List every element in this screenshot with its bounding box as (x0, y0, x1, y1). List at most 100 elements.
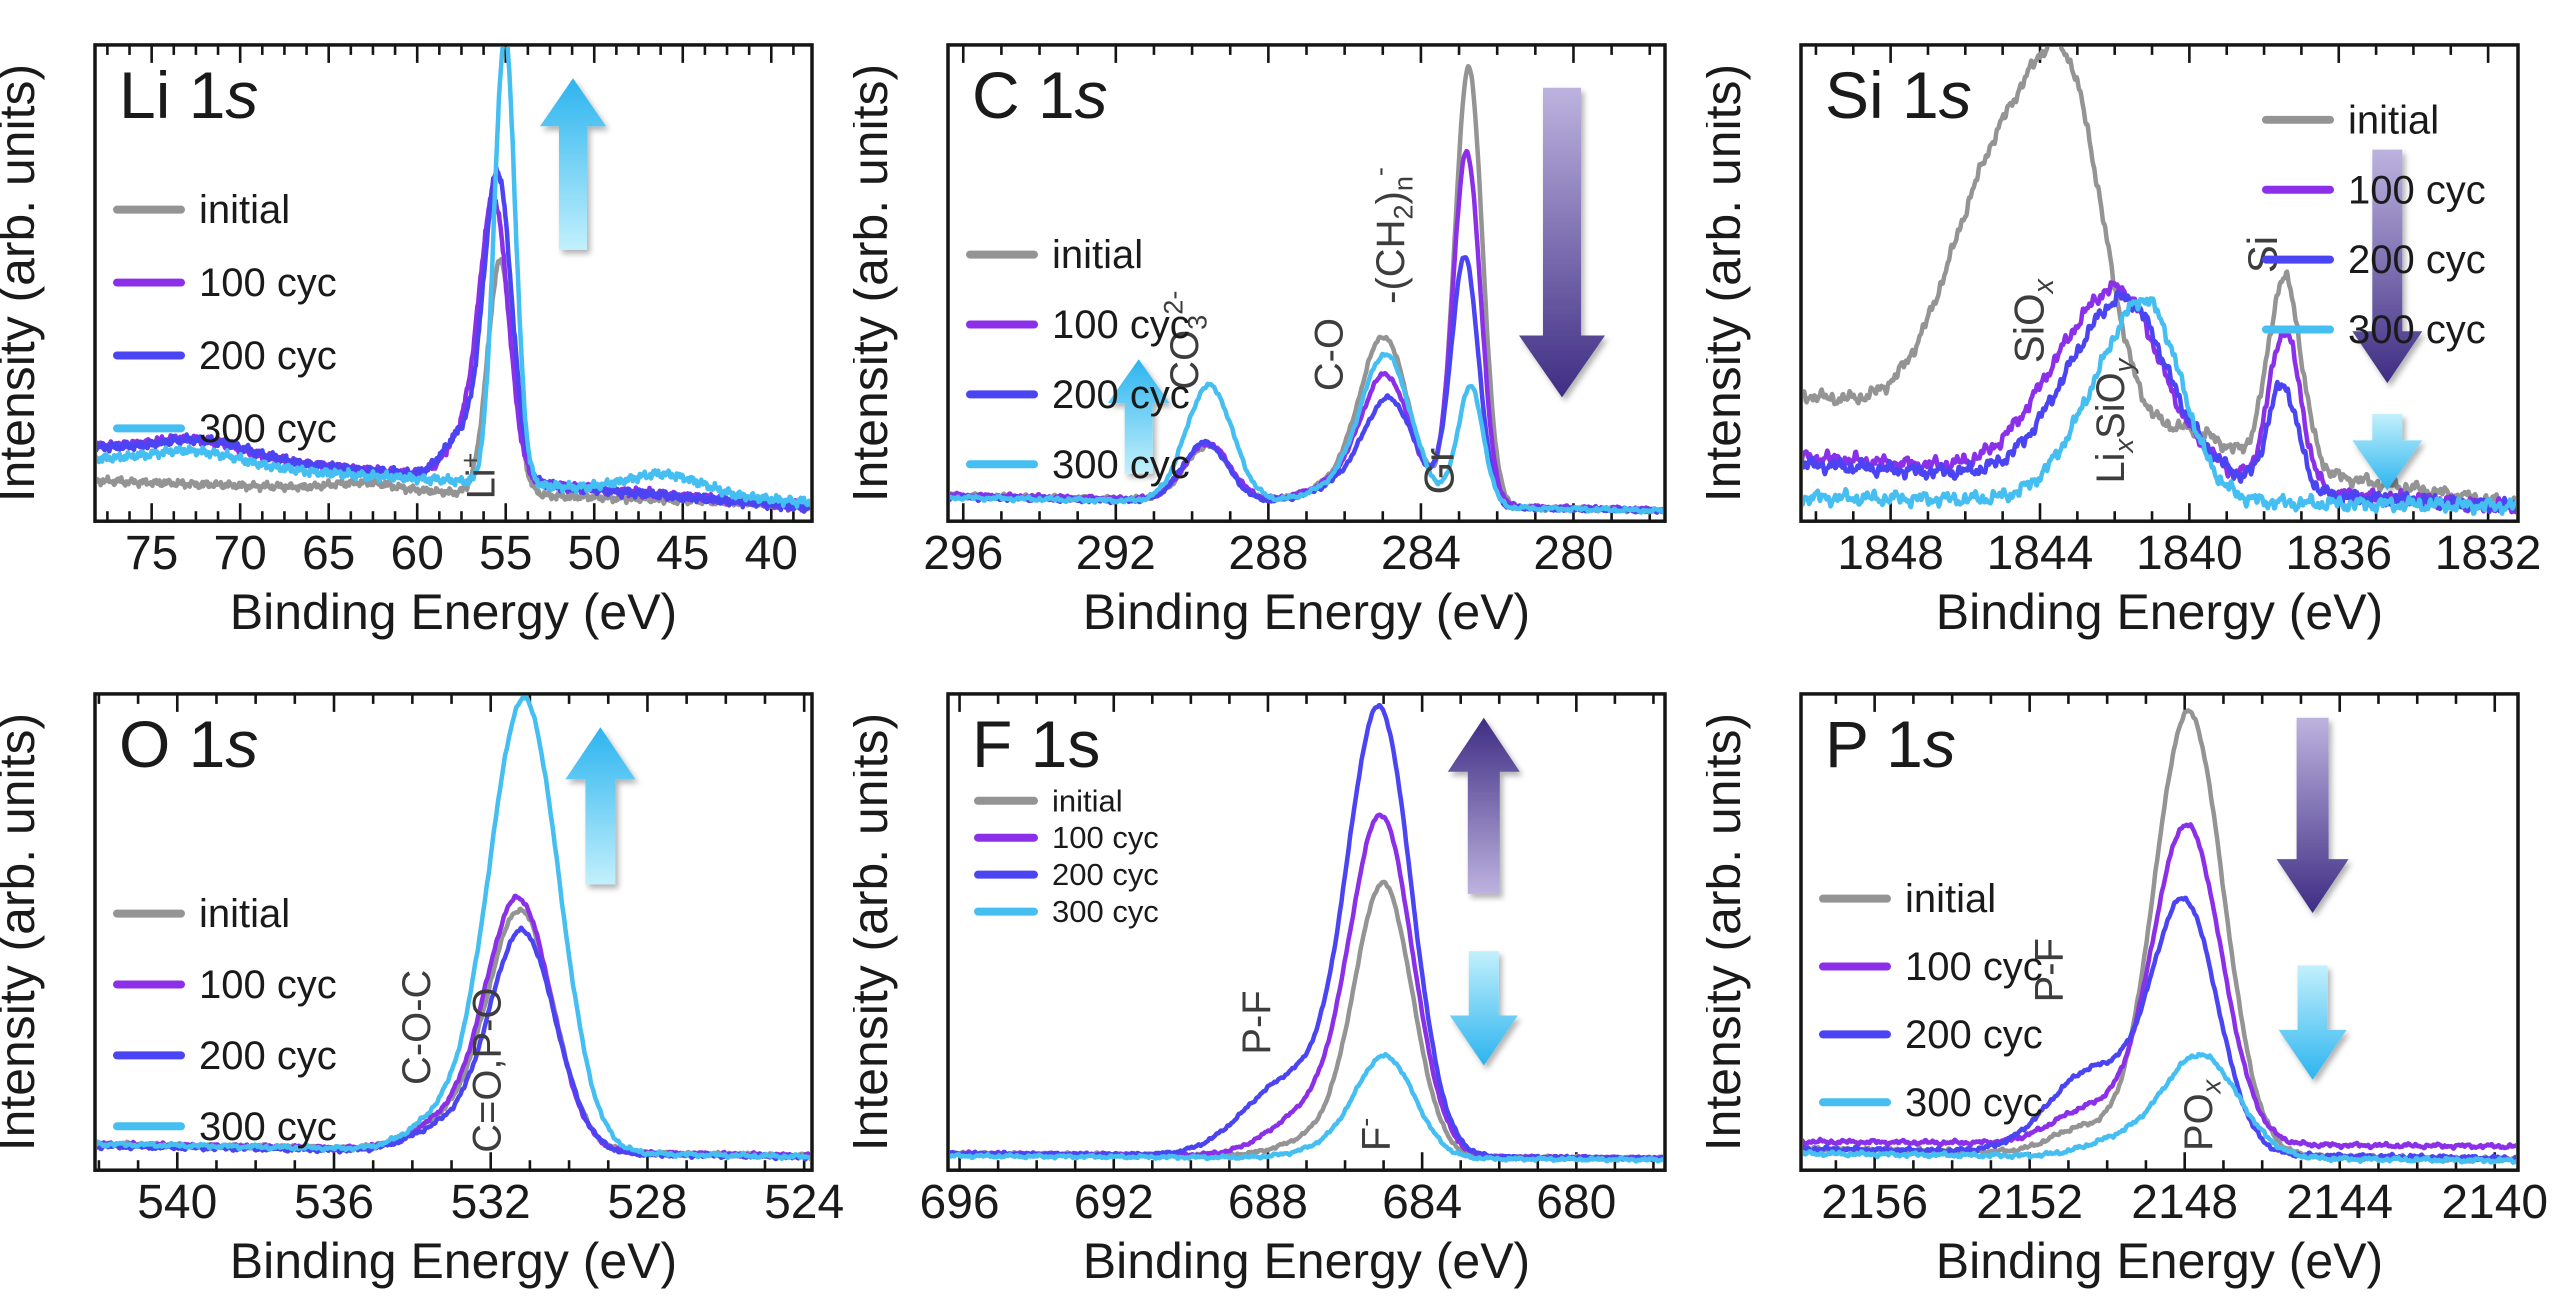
x-tick-label: 1848 (1837, 527, 1944, 580)
svg-text:P-F: P-F (1235, 990, 1279, 1054)
species-label: C-O (1308, 318, 1352, 391)
species-label: C=O,P-O (465, 988, 509, 1153)
x-tick-label: 292 (1076, 527, 1156, 580)
y-axis-label: Intensity (arb. units) (0, 64, 45, 502)
species-label: LixSiOy (2089, 357, 2139, 483)
trend-arrow-down-purple (2276, 717, 2349, 913)
x-tick-label: 1836 (2285, 527, 2392, 580)
legend-label: 200 cyc (199, 334, 337, 378)
legend: initial 100 cyc 200 cyc 300 cyc (2262, 98, 2486, 352)
curve-300-cyc (1803, 1051, 2516, 1165)
x-axis-label: Binding Energy (eV) (230, 584, 677, 640)
legend-label: 100 cyc (2348, 168, 2486, 212)
panel-title: Si 1s (1825, 58, 1972, 132)
trend-arrow-up-cyan (1107, 359, 1170, 474)
legend-label: 100 cyc (1052, 820, 1159, 855)
legend-label: initial (2348, 98, 2439, 142)
curve-300-cyc (950, 1052, 1663, 1164)
x-tick-label: 696 (920, 1176, 1000, 1229)
legend-label: initial (199, 188, 290, 232)
plot-frame (93, 43, 814, 523)
legend-label: 100 cyc (1905, 945, 2043, 989)
species-label: P-F (1235, 990, 1279, 1054)
svg-text:F-: F- (1349, 1118, 1398, 1151)
legend-label: 300 cyc (1905, 1081, 2043, 1125)
x-tick-label: 532 (451, 1176, 531, 1229)
x-tick-label: 1832 (2435, 527, 2542, 580)
x-tick-label: 2144 (2286, 1176, 2393, 1229)
curve-initial (1803, 46, 2516, 511)
trend-arrow-down-purple (1519, 87, 1605, 398)
species-label: -(CH2)n- (1364, 167, 1419, 304)
legend-label: 100 cyc (199, 963, 337, 1007)
trend-arrow-up-purple (1447, 717, 1520, 894)
spectra-curves (1803, 708, 2516, 1165)
legend-label: 300 cyc (199, 407, 337, 451)
panel-title: F 1s (972, 707, 1100, 781)
panel-o-1s: Intensity (arb. units) 540 536 532 528 524 Bin… (0, 649, 853, 1298)
panel-si-1s-plot: Intensity (arb. units) 1848 1844 1840 1836 18… (1706, 43, 2542, 640)
axis-ticks (106, 44, 795, 522)
y-axis-label: Intensity (arb. units) (0, 713, 45, 1151)
svg-text:C-O-C: C-O-C (395, 970, 439, 1085)
legend-label: 300 cyc (1052, 894, 1159, 929)
svg-text:C-O: C-O (1308, 318, 1352, 391)
legend-label: 300 cyc (1052, 443, 1190, 487)
panel-title: P 1s (1825, 707, 1956, 781)
legend-label: 300 cyc (199, 1105, 337, 1149)
x-tick-label: 65 (302, 527, 355, 580)
svg-text:LixSiOy: LixSiOy (2089, 357, 2139, 483)
plot-frame (93, 692, 814, 1172)
panel-li-1s: Intensity (arb. units) 75 70 65 60 55 50 45 40 Bi… (0, 0, 853, 649)
svg-text:Si: Si (2239, 236, 2286, 273)
x-tick-label: 40 (745, 527, 798, 580)
panel-f-1s-plot: Intensity (arb. units) 696 692 688 684 680Bin… (853, 692, 1667, 1289)
curve-300-cyc (1803, 296, 2516, 516)
panel-title: O 1s (119, 707, 258, 781)
x-tick-label: 524 (764, 1176, 844, 1229)
x-tick-label: 2152 (1976, 1176, 2083, 1229)
curve-100-cyc (1803, 822, 2516, 1151)
trend-arrow-down-purple (2352, 149, 2423, 384)
x-tick-label: 45 (656, 527, 709, 580)
species-label: C-O-C (395, 970, 439, 1085)
y-axis-label: Intensity (arb. units) (853, 713, 898, 1151)
axis-ticks (97, 693, 806, 1171)
svg-text:Gr: Gr (1415, 448, 1462, 495)
x-tick-label: 680 (1536, 1176, 1616, 1229)
x-tick-label: 288 (1228, 527, 1308, 580)
panel-p-1s: Intensity (arb. units) 2156 2152 2148 2144 21… (1706, 649, 2559, 1298)
x-tick-label: 2148 (2131, 1176, 2238, 1229)
spectra-curves (950, 702, 1663, 1164)
x-tick-label: 2156 (1821, 1176, 1928, 1229)
y-axis-label: Intensity (arb. units) (1706, 713, 1751, 1151)
legend-label: 200 cyc (1905, 1013, 2043, 1057)
x-tick-label: 75 (125, 527, 178, 580)
legend-label: initial (1052, 233, 1143, 277)
x-tick-label: 70 (213, 527, 266, 580)
y-axis-label: Intensity (arb. units) (853, 64, 898, 502)
trend-arrow-up-cyan (565, 727, 636, 885)
spectra-curves (1803, 46, 2516, 516)
legend: initial 100 cyc 200 cyc 300 cyc (1819, 877, 2043, 1125)
legend-label: 200 cyc (2348, 238, 2486, 282)
panel-f-1s: Intensity (arb. units) 696 692 688 684 680 Bin… (853, 649, 1706, 1298)
panel-o-1s-plot: Intensity (arb. units) 540 536 532 528 524 Bin… (0, 692, 844, 1289)
x-tick-label: 688 (1228, 1176, 1308, 1229)
curve-300-cyc (97, 46, 810, 509)
panel-p-1s-plot: Intensity (arb. units) 2156 2152 2148 2144 21… (1706, 692, 2548, 1289)
svg-text:CO32-: CO32- (1158, 291, 1213, 390)
x-tick-label: 684 (1382, 1176, 1462, 1229)
x-axis-label: Binding Energy (eV) (1083, 584, 1530, 640)
panel-si-1s: Intensity (arb. units) 1848 1844 1840 1836 18… (1706, 0, 2559, 649)
panel-li-1s-plot: Intensity (arb. units) 75 70 65 60 55 50 45 40 Bi… (0, 43, 814, 640)
plot-frame (1799, 43, 2520, 523)
curve-300-cyc (950, 351, 1663, 515)
species-label: SiOx (2006, 277, 2060, 363)
x-tick-label: 50 (568, 527, 621, 580)
x-axis-label: Binding Energy (eV) (1083, 1233, 1530, 1289)
panel-title: C 1s (972, 58, 1108, 132)
x-tick-label: 2140 (2441, 1176, 2548, 1229)
legend-label: 200 cyc (1052, 857, 1159, 892)
legend: initial 100 cyc 200 cyc 300 cyc (113, 892, 337, 1149)
